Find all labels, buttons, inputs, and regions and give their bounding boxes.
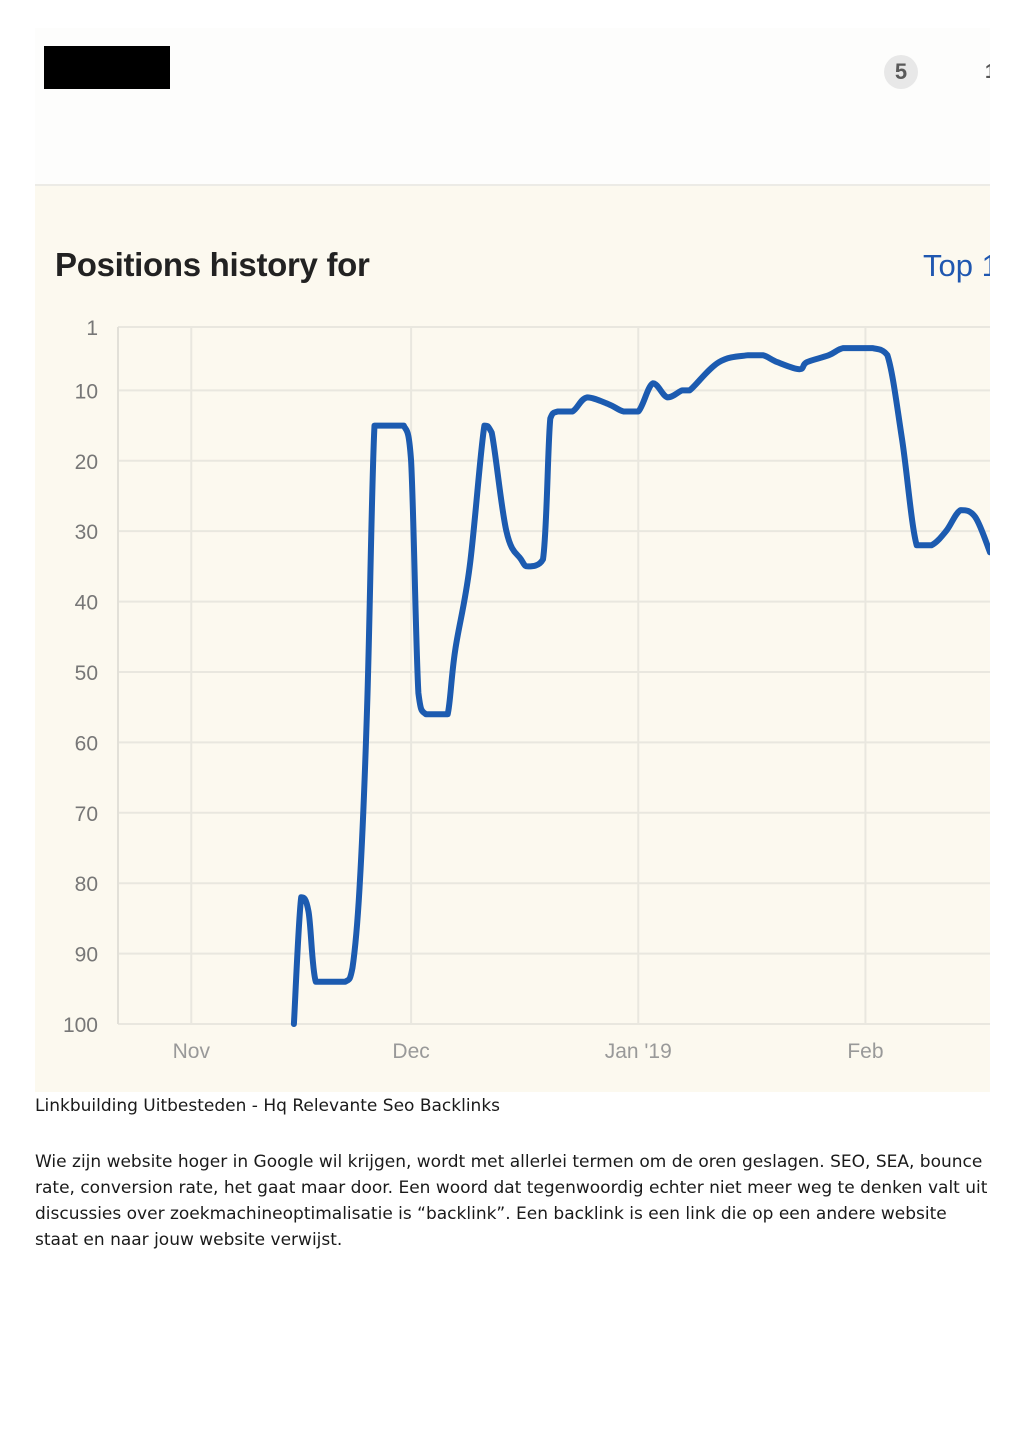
y-tick-label: 10 bbox=[75, 380, 98, 403]
y-tick-label: 80 bbox=[75, 873, 98, 896]
count-badge: 5 bbox=[884, 55, 918, 89]
x-tick-label: Jan '19 bbox=[605, 1040, 672, 1063]
y-tick-label: 50 bbox=[75, 662, 98, 685]
image-caption: Linkbuilding Uitbesteden - Hq Relevante … bbox=[35, 1096, 501, 1116]
y-tick-label: 40 bbox=[75, 592, 98, 615]
y-tick-label: 20 bbox=[75, 451, 98, 474]
screenshot-image: 5 1 Positions history for Top 1 1 10 20 30 4… bbox=[35, 28, 990, 1092]
y-tick-label: 30 bbox=[75, 521, 98, 544]
series-lines bbox=[290, 345, 990, 1027]
x-tick-label: Feb bbox=[847, 1040, 883, 1063]
redacted-logo bbox=[44, 46, 170, 89]
y-tick-label: 100 bbox=[63, 1014, 98, 1037]
body-paragraph: Wie zijn website hoger in Google wil kri… bbox=[35, 1152, 988, 1250]
screenshot-header: 5 1 bbox=[35, 28, 990, 186]
x-tick-labels: Nov Dec Jan '19 Feb bbox=[173, 1040, 884, 1063]
clipped-digit: 1 bbox=[985, 55, 990, 89]
grid-lines bbox=[117, 326, 990, 1025]
y-tick-label: 60 bbox=[75, 732, 98, 755]
y-tick-label: 90 bbox=[75, 944, 98, 967]
y-tick-labels: 1 10 20 30 40 50 60 70 80 90 100 bbox=[63, 317, 98, 1037]
x-tick-label: Nov bbox=[173, 1040, 211, 1063]
series-line-0 bbox=[290, 345, 990, 1027]
y-tick-label: 70 bbox=[75, 803, 98, 826]
chart-plot: 1 10 20 30 40 50 60 70 80 90 100 Nov Dec Jan '19 Feb bbox=[63, 317, 990, 1063]
chart-title: Positions history for bbox=[55, 246, 370, 283]
y-tick-label: 1 bbox=[86, 317, 98, 340]
top-filter-link[interactable]: Top 1 bbox=[923, 248, 990, 283]
x-tick-label: Dec bbox=[392, 1040, 429, 1063]
positions-chart: Positions history for Top 1 1 10 20 30 40 50 6… bbox=[35, 186, 990, 1092]
